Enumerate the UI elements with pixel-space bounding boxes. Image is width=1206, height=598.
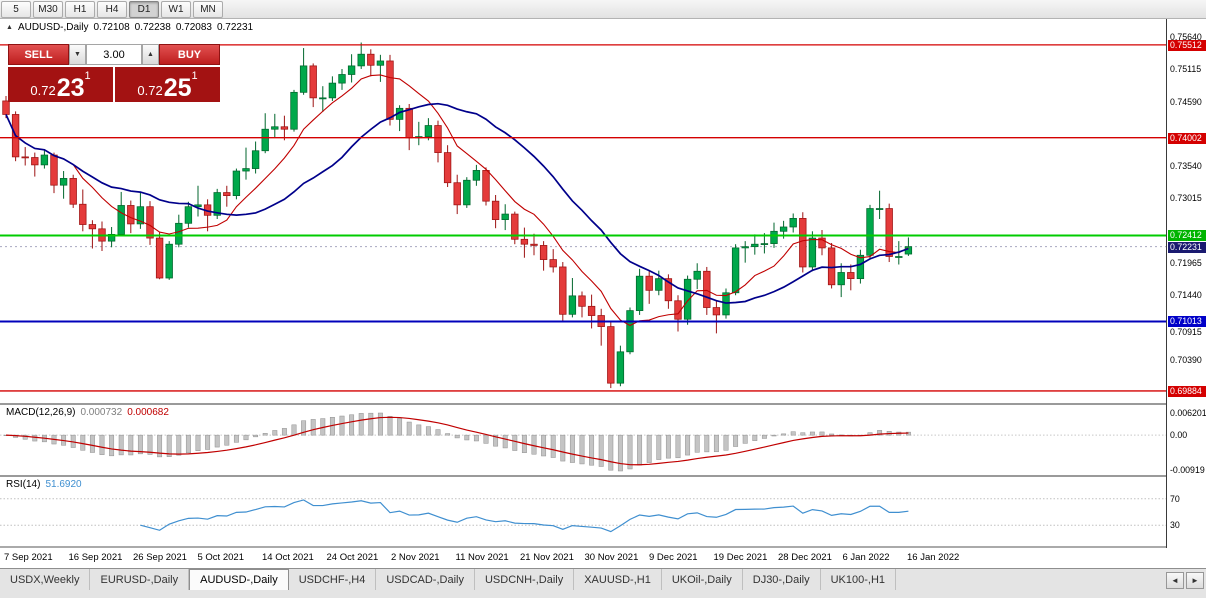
buy-price-prefix: 0.72 [137, 83, 163, 98]
tab-scroll-buttons: ◄ ► [1166, 572, 1204, 589]
price-axis-label: 0.75115 [1170, 64, 1202, 75]
chart-tab[interactable]: DJ30-,Daily [743, 569, 821, 590]
macd-panel-label: MACD(12,26,9) 0.000732 0.000682 [6, 407, 169, 418]
chart-tab[interactable]: USDCHF-,H4 [289, 569, 377, 590]
chart-tab[interactable]: USDX,Weekly [0, 569, 91, 590]
macd-axis-label: -0.00919 [1170, 465, 1205, 475]
date-label: 16 Jan 2022 [907, 552, 960, 563]
chart-tabs: USDX,Weekly EURUSD-,Daily AUDUSD-,Daily USD… [0, 568, 1206, 590]
chart-tab[interactable]: EURUSD-,Daily [90, 569, 190, 590]
price-axis-label: 0.72231 [1168, 241, 1206, 253]
rsi-name: RSI(14) [6, 479, 41, 490]
price-axis[interactable]: 0.75640 0.75512 0.75115 0.74590 0.74002 0.735… [1166, 19, 1206, 548]
buy-price-display[interactable]: 0.72 25 1 [115, 67, 220, 102]
price-axis-label: 0.75640 [1170, 31, 1202, 42]
price-axis-label: 0.73540 [1170, 161, 1202, 172]
price-axis-label: 0.69884 [1168, 385, 1206, 397]
date-label: 2 Nov 2021 [391, 552, 440, 563]
date-label: 11 Nov 2021 [455, 552, 509, 563]
timeframe-button-H4[interactable]: H4 [97, 0, 127, 18]
date-label: 6 Jan 2022 [842, 552, 890, 563]
date-label: 30 Nov 2021 [584, 552, 639, 563]
macd-main-value: 0.000732 [80, 407, 123, 418]
chart-tab[interactable]: USDCNH-,Daily [475, 569, 575, 590]
chart-tab[interactable]: XAUUSD-,H1 [574, 569, 662, 590]
timeframe-button-H1[interactable]: H1 [65, 0, 95, 18]
volume-input[interactable]: 3.00 [86, 44, 142, 65]
price-axis-label: 0.74002 [1168, 132, 1206, 144]
sell-price-pipette: 1 [84, 70, 91, 82]
date-label: 16 Sep 2021 [68, 552, 123, 563]
ohlc-close: 0.72231 [216, 22, 254, 33]
timeframe-button-W1[interactable]: W1 [161, 0, 191, 18]
macd-name: MACD(12,26,9) [6, 407, 76, 418]
tab-scroll-left-icon[interactable]: ◄ [1166, 572, 1184, 589]
date-label: 9 Dec 2021 [649, 552, 698, 563]
rsi-axis-label: 70 [1170, 493, 1180, 504]
price-axis-label: 0.71013 [1168, 316, 1206, 328]
timeframe-button-5[interactable]: 5 [1, 0, 31, 18]
buy-price-pipette: 1 [191, 70, 198, 82]
price-axis-label: 0.70390 [1170, 354, 1202, 365]
timeframe-button-MN[interactable]: MN [193, 0, 223, 18]
price-axis-label: 0.71965 [1170, 257, 1202, 268]
ohlc-high: 0.72238 [134, 22, 171, 33]
price-axis-label: 0.72412 [1168, 230, 1206, 242]
chart-tab[interactable]: UKOil-,Daily [662, 569, 743, 590]
timeframe-button-D1[interactable]: D1 [129, 0, 159, 18]
chart-tab[interactable]: AUDUSD-,Daily [189, 569, 289, 590]
one-click-trading-panel: SELL ▼ 3.00 ▲ BUY 0.72 23 1 0.72 25 1 [8, 44, 220, 102]
macd-signal-value: 0.000682 [127, 407, 169, 418]
volume-decrease-icon[interactable]: ▼ [69, 44, 86, 65]
chart-window: ▲ AUDUSD-,Daily 0.72108 0.72238 0.72083 … [0, 19, 1166, 548]
sell-button[interactable]: SELL [8, 44, 69, 65]
oneclick-collapse-icon[interactable]: ▲ [6, 24, 13, 31]
price-axis-label: 0.71440 [1170, 290, 1202, 301]
candlestick-chart[interactable] [0, 19, 1166, 548]
sell-price-display[interactable]: 0.72 23 1 [8, 67, 113, 102]
sell-price-big: 23 [56, 73, 85, 102]
date-label: 14 Oct 2021 [262, 552, 314, 563]
date-label: 5 Oct 2021 [197, 552, 244, 563]
chart-ohlc-header: ▲ AUDUSD-,Daily 0.72108 0.72238 0.72083 … [6, 22, 253, 33]
date-label: 21 Nov 2021 [520, 552, 574, 563]
rsi-panel-label: RSI(14) 51.6920 [6, 479, 82, 490]
rsi-value: 51.6920 [45, 479, 82, 490]
price-axis-label: 0.70915 [1170, 326, 1202, 337]
sell-price-prefix: 0.72 [30, 83, 56, 98]
date-label: 19 Dec 2021 [713, 552, 768, 563]
date-label: 24 Oct 2021 [326, 552, 379, 563]
rsi-axis-label: 30 [1170, 520, 1180, 531]
volume-increase-icon[interactable]: ▲ [142, 44, 159, 65]
ohlc-low: 0.72083 [175, 22, 212, 33]
ohlc-open: 0.72108 [93, 22, 130, 33]
buy-price-big: 25 [163, 73, 192, 102]
date-axis[interactable]: 7 Sep 2021 16 Sep 2021 26 Sep 2021 5 Oct 20… [0, 548, 1206, 568]
macd-axis-label: 0.00 [1170, 430, 1188, 441]
timeframe-button-M30[interactable]: M30 [33, 0, 63, 18]
timeframe-toolbar: 5 M30 H1 H4 D1 W1 MN [0, 0, 1206, 19]
buy-button[interactable]: BUY [159, 44, 220, 65]
macd-axis-label: 0.006201 [1170, 408, 1206, 418]
price-axis-label: 0.73015 [1170, 193, 1202, 204]
price-axis-label: 0.74590 [1170, 96, 1202, 107]
chart-symbol-period: AUDUSD-,Daily [17, 22, 89, 33]
chart-tab[interactable]: UK100-,H1 [821, 569, 897, 590]
date-label: 26 Sep 2021 [133, 552, 187, 563]
tab-scroll-right-icon[interactable]: ► [1186, 572, 1204, 589]
bottom-strip [0, 590, 1206, 598]
date-label: 7 Sep 2021 [4, 552, 53, 563]
chart-tab[interactable]: USDCAD-,Daily [376, 569, 475, 590]
date-label: 28 Dec 2021 [778, 552, 832, 563]
price-axis-label: 0.75512 [1168, 39, 1206, 51]
